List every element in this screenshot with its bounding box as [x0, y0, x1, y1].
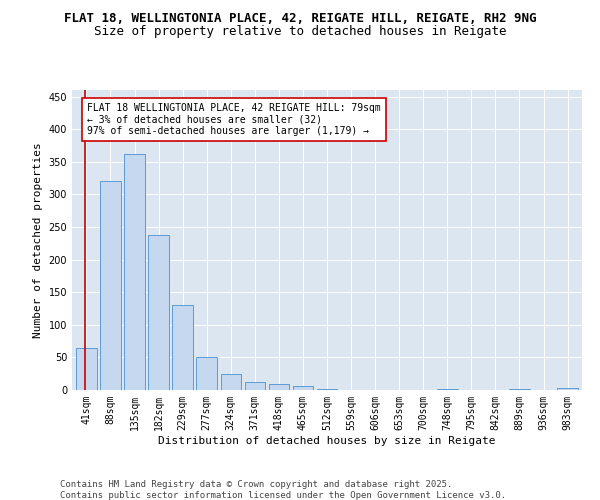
X-axis label: Distribution of detached houses by size in Reigate: Distribution of detached houses by size … [158, 436, 496, 446]
Text: Contains public sector information licensed under the Open Government Licence v3: Contains public sector information licen… [60, 491, 506, 500]
Bar [245, 382, 265, 390]
Bar [100, 182, 121, 390]
Bar [293, 386, 313, 390]
Text: FLAT 18 WELLINGTONIA PLACE, 42 REIGATE HILL: 79sqm
← 3% of detached houses are s: FLAT 18 WELLINGTONIA PLACE, 42 REIGATE H… [87, 103, 380, 136]
Y-axis label: Number of detached properties: Number of detached properties [33, 142, 43, 338]
Text: Size of property relative to detached houses in Reigate: Size of property relative to detached ho… [94, 25, 506, 38]
Bar [221, 374, 241, 390]
Bar [76, 348, 97, 390]
Text: Contains HM Land Registry data © Crown copyright and database right 2025.: Contains HM Land Registry data © Crown c… [60, 480, 452, 489]
Bar [124, 154, 145, 390]
Text: FLAT 18, WELLINGTONIA PLACE, 42, REIGATE HILL, REIGATE, RH2 9NG: FLAT 18, WELLINGTONIA PLACE, 42, REIGATE… [64, 12, 536, 26]
Bar [557, 388, 578, 390]
Bar [148, 235, 169, 390]
Bar [196, 358, 217, 390]
Bar [269, 384, 289, 390]
Bar [172, 305, 193, 390]
